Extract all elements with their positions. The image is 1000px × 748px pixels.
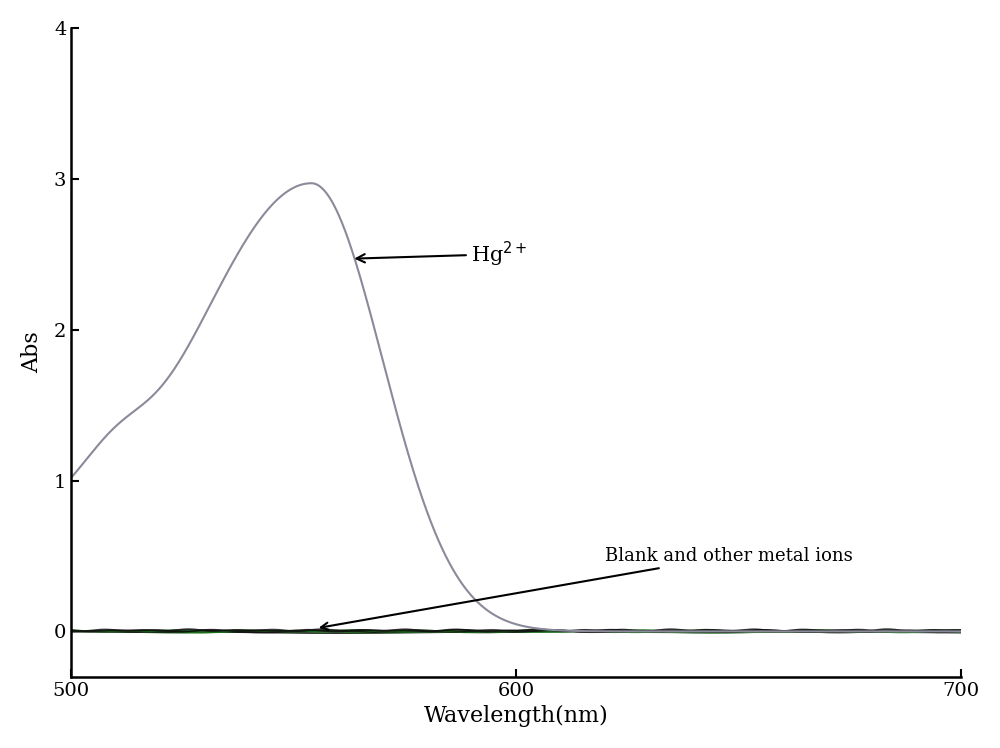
Y-axis label: Abs: Abs (21, 331, 43, 373)
Text: Hg$^{2+}$: Hg$^{2+}$ (357, 239, 528, 269)
X-axis label: Wavelength(nm): Wavelength(nm) (424, 705, 608, 727)
Text: Blank and other metal ions: Blank and other metal ions (321, 547, 853, 630)
